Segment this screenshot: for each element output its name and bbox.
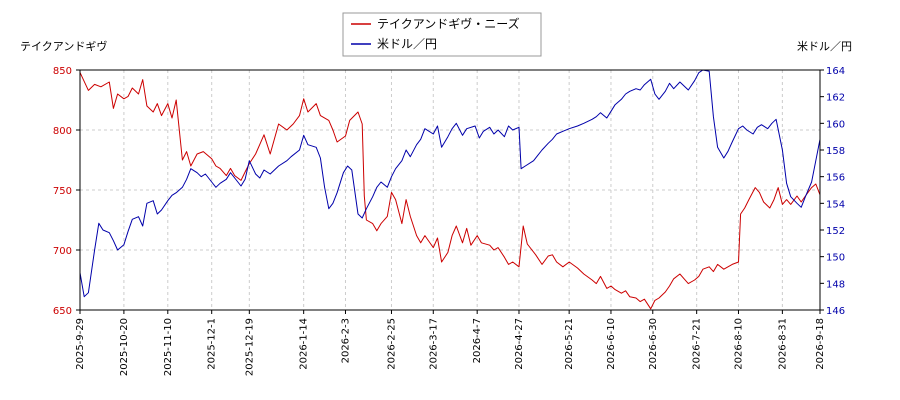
x-tick-label: 2025-12-1 xyxy=(207,318,218,370)
right-tick-label: 158 xyxy=(826,146,845,157)
x-tick-label: 2025-10-20 xyxy=(119,318,130,376)
left-axis-ticks: 650 700 750 800 850 xyxy=(53,66,80,317)
right-tick-label: 156 xyxy=(826,173,845,184)
left-axis-title: テイクアンドギヴ xyxy=(20,39,107,53)
series-line-stock xyxy=(79,72,821,310)
right-tick-label: 154 xyxy=(826,199,845,210)
x-tick-label: 2026-1-14 xyxy=(299,318,310,370)
right-tick-label: 160 xyxy=(826,119,845,130)
x-tick-label: 2025-11-10 xyxy=(163,318,174,376)
x-tick-label: 2026-3-17 xyxy=(428,318,439,370)
series-line-usdjpy xyxy=(79,69,821,298)
right-axis-ticks: 146 148 150 152 154 156 158 160 162 164 xyxy=(820,66,845,317)
left-tick-label: 650 xyxy=(53,306,72,317)
x-tick-label: 2026-2-25 xyxy=(386,318,397,370)
right-tick-label: 150 xyxy=(826,253,845,264)
legend-label-usdjpy: 米ドル／円 xyxy=(377,37,437,51)
x-tick-label: 2026-6-10 xyxy=(606,318,617,370)
legend-label-stock: テイクアンドギヴ・ニーズ xyxy=(377,16,520,31)
right-tick-label: 164 xyxy=(826,66,845,77)
right-tick-label: 146 xyxy=(826,306,845,317)
left-tick-label: 750 xyxy=(53,186,72,197)
x-tick-label: 2026-6-30 xyxy=(648,318,659,370)
x-tick-label: 2025-12-19 xyxy=(244,318,255,376)
x-tick-label: 2026-2-3 xyxy=(340,318,351,363)
right-tick-label: 162 xyxy=(826,93,845,104)
right-axis-title: 米ドル／円 xyxy=(797,40,852,53)
left-tick-label: 700 xyxy=(53,246,72,257)
left-tick-label: 850 xyxy=(53,66,72,77)
x-axis-ticks: 2025-9-29 2025-10-20 2025-11-10 2025-12-1 20… xyxy=(75,310,826,376)
series-layer xyxy=(79,69,821,310)
right-tick-label: 148 xyxy=(826,279,845,290)
grid xyxy=(79,69,821,311)
x-tick-label: 2026-4-27 xyxy=(514,318,525,370)
x-tick-label: 2025-9-29 xyxy=(75,318,86,370)
left-tick-label: 800 xyxy=(53,126,72,137)
x-tick-label: 2026-8-31 xyxy=(777,318,788,370)
legend: テイクアンドギヴ・ニーズ 米ドル／円 xyxy=(342,12,542,57)
x-tick-label: 2026-8-10 xyxy=(733,318,744,370)
x-tick-label: 2026-5-21 xyxy=(564,318,575,370)
right-tick-label: 152 xyxy=(826,226,845,237)
x-tick-label: 2026-7-21 xyxy=(692,318,703,370)
legend-box xyxy=(342,12,542,57)
x-tick-label: 2026-4-7 xyxy=(472,318,483,363)
x-tick-label: 2026-9-18 xyxy=(815,318,826,370)
